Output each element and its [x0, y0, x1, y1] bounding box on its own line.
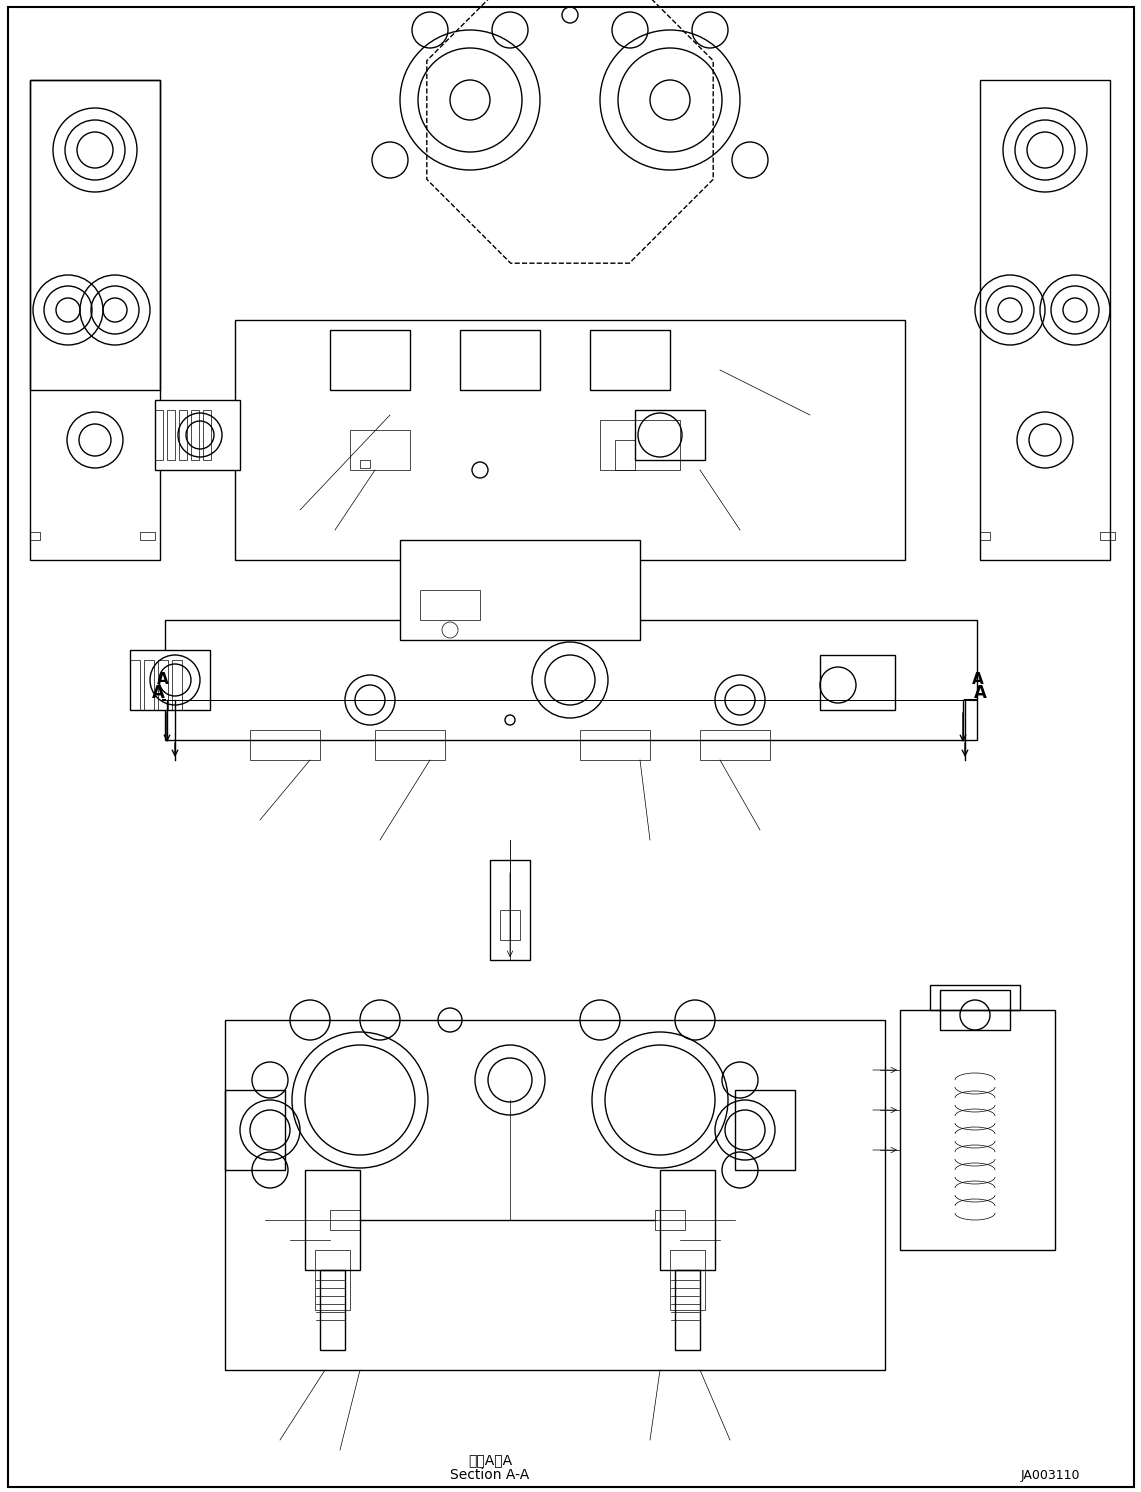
Bar [659, 1170, 715, 1270]
Bar [675, 1270, 699, 1350]
Bar [460, 330, 540, 389]
Bar [940, 991, 1010, 1029]
Bar [225, 1021, 885, 1370]
Bar [600, 421, 680, 470]
Text: A: A [152, 683, 164, 703]
Bar [167, 410, 175, 460]
Bar [330, 330, 410, 389]
Bar [350, 430, 410, 470]
Text: Section A-A: Section A-A [451, 1468, 529, 1482]
Bar [489, 859, 531, 959]
Bar [305, 1170, 361, 1270]
Bar [655, 1210, 685, 1229]
Bar [820, 655, 895, 710]
Bar [1100, 533, 1115, 540]
Text: JA003110: JA003110 [1020, 1468, 1079, 1482]
Bar [250, 730, 319, 759]
Bar [144, 659, 154, 710]
Bar [980, 533, 990, 540]
Bar [636, 410, 705, 460]
Bar [361, 460, 370, 468]
Bar [375, 730, 445, 759]
Bar [580, 730, 650, 759]
Bar [165, 621, 977, 740]
Bar [500, 910, 520, 940]
Bar [930, 985, 1020, 1010]
Bar [130, 651, 210, 710]
Bar [30, 533, 40, 540]
Bar [191, 410, 199, 460]
Text: 断面A－A: 断面A－A [468, 1453, 512, 1467]
Bar [30, 81, 160, 560]
Bar [315, 1250, 350, 1310]
Text: A: A [973, 683, 987, 703]
Bar [157, 659, 168, 710]
Bar [670, 1250, 705, 1310]
Bar [155, 400, 240, 470]
Bar [179, 410, 187, 460]
Bar [235, 319, 905, 560]
Bar [30, 81, 160, 389]
Text: A: A [157, 673, 169, 688]
Bar [140, 533, 155, 540]
Bar [225, 1091, 285, 1170]
Bar [330, 1210, 361, 1229]
Bar [203, 410, 211, 460]
Bar [590, 330, 670, 389]
Bar [900, 1010, 1055, 1250]
Bar [699, 730, 770, 759]
Bar [172, 659, 183, 710]
Bar [615, 440, 636, 470]
Bar [400, 540, 640, 640]
Bar [980, 81, 1110, 560]
Bar [319, 1270, 345, 1350]
Bar [155, 410, 163, 460]
Bar [130, 659, 140, 710]
Bar [420, 589, 480, 621]
Text: A: A [972, 673, 984, 688]
Bar [735, 1091, 795, 1170]
